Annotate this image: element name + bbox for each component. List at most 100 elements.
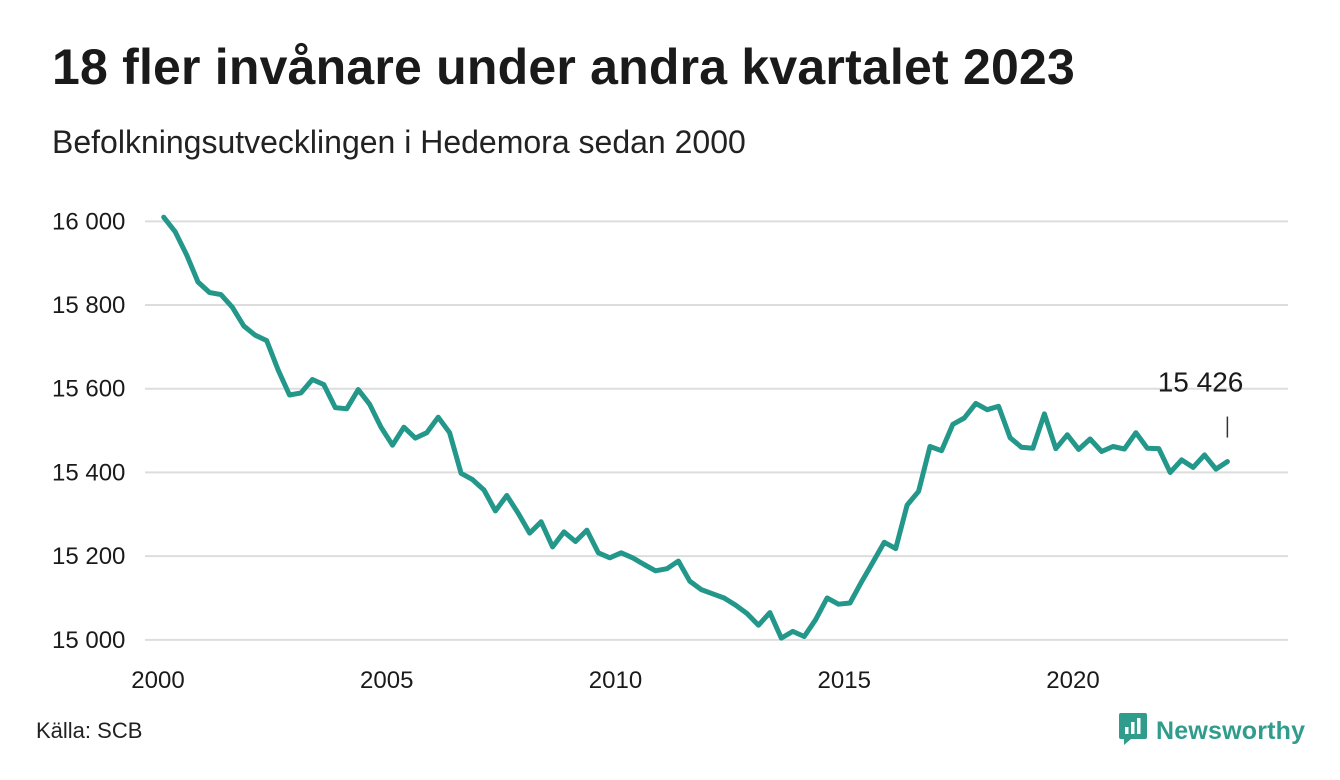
data-point — [264, 338, 269, 343]
data-point — [390, 442, 395, 448]
data-point — [413, 435, 418, 441]
x-tick-label: 2000 — [131, 667, 184, 694]
data-point — [1064, 432, 1070, 438]
data-point — [744, 611, 750, 616]
y-tick-label: 15 400 — [52, 459, 125, 486]
data-point — [939, 448, 944, 453]
data-point — [836, 601, 841, 607]
data-point — [653, 568, 658, 574]
data-point — [698, 587, 704, 592]
data-point — [996, 404, 1001, 409]
data-point — [287, 392, 292, 398]
data-point — [1099, 449, 1104, 454]
data-point — [241, 323, 247, 329]
data-point — [344, 406, 350, 412]
data-point — [813, 617, 818, 623]
data-point — [493, 508, 498, 514]
data-point — [1202, 452, 1207, 458]
chart-subtitle: Befolkningsutvecklingen i Hedemora sedan… — [52, 124, 746, 160]
data-point — [1225, 459, 1230, 464]
data-point — [1087, 436, 1093, 442]
data-point — [984, 407, 990, 412]
data-point — [596, 550, 601, 556]
data-point — [779, 635, 784, 641]
brand-name: Newsworthy — [1156, 717, 1306, 745]
data-point — [916, 488, 921, 494]
data-point — [1190, 465, 1196, 470]
line-chart: 15 000 15 200 15 400 15 600 15 800 16 000 2000… — [52, 208, 1288, 694]
data-point — [298, 390, 304, 396]
data-point — [1042, 411, 1047, 417]
data-point — [767, 610, 773, 615]
data-point — [1053, 446, 1059, 451]
data-point — [630, 555, 635, 561]
data-point — [447, 430, 452, 435]
data-point — [161, 214, 167, 220]
data-point — [950, 422, 956, 427]
data-point — [1167, 470, 1173, 475]
x-tick-label: 2010 — [589, 667, 642, 694]
newsworthy-chart-icon — [1118, 712, 1148, 751]
y-tick-label: 15 000 — [52, 627, 125, 654]
brand-logo: Newsworthy — [1118, 712, 1305, 751]
last-value-label: 15 426 — [1158, 367, 1244, 398]
data-point — [859, 579, 864, 585]
data-point — [435, 414, 441, 420]
data-point — [927, 444, 933, 449]
data-point — [676, 558, 681, 564]
data-point — [664, 566, 670, 571]
data-point — [1030, 445, 1036, 451]
data-point — [504, 493, 510, 498]
data-point — [310, 377, 315, 382]
data-point — [1122, 446, 1127, 452]
data-point — [1145, 445, 1150, 451]
data-point — [252, 332, 258, 338]
data-point — [824, 595, 830, 601]
data-point — [550, 544, 555, 550]
data-point — [172, 229, 178, 235]
data-point — [561, 529, 567, 535]
data-point — [424, 430, 430, 435]
data-point — [378, 424, 384, 430]
data-point — [607, 555, 613, 561]
data-point — [218, 292, 224, 297]
data-point — [470, 477, 475, 482]
data-point — [870, 560, 876, 565]
data-point — [618, 550, 624, 556]
chart-title: 18 fler invånare under andra kvartalet 2… — [52, 39, 1076, 95]
data-point — [584, 527, 590, 533]
x-tick-label: 2015 — [818, 667, 871, 694]
data-point — [641, 562, 647, 567]
data-point — [401, 424, 407, 430]
data-point — [881, 540, 887, 545]
y-tick-label: 15 200 — [52, 543, 125, 570]
y-tick-label: 16 000 — [52, 208, 125, 235]
data-point — [1133, 430, 1139, 435]
population-line — [161, 214, 1230, 641]
data-point — [893, 546, 899, 551]
data-point — [195, 279, 201, 285]
data-point — [1076, 447, 1081, 452]
y-tick-label: 15 600 — [52, 376, 125, 403]
data-point — [573, 539, 578, 544]
data-point — [756, 622, 761, 628]
data-point — [332, 405, 338, 410]
data-point — [538, 519, 544, 525]
data-point — [847, 600, 853, 606]
data-point — [904, 502, 910, 508]
y-tick-label: 15 800 — [52, 292, 125, 319]
data-point — [801, 634, 807, 639]
data-point — [275, 367, 281, 373]
x-tick-label: 2020 — [1046, 667, 1099, 694]
data-point — [790, 629, 796, 634]
source-note: Källa: SCB — [36, 718, 143, 743]
data-point — [1007, 435, 1013, 441]
data-point — [721, 595, 727, 601]
data-point — [1213, 466, 1219, 472]
data-point — [321, 382, 327, 387]
data-point — [1179, 457, 1184, 463]
data-point — [515, 511, 521, 516]
data-point — [458, 470, 464, 476]
data-point — [527, 530, 533, 536]
data-point — [230, 304, 235, 310]
